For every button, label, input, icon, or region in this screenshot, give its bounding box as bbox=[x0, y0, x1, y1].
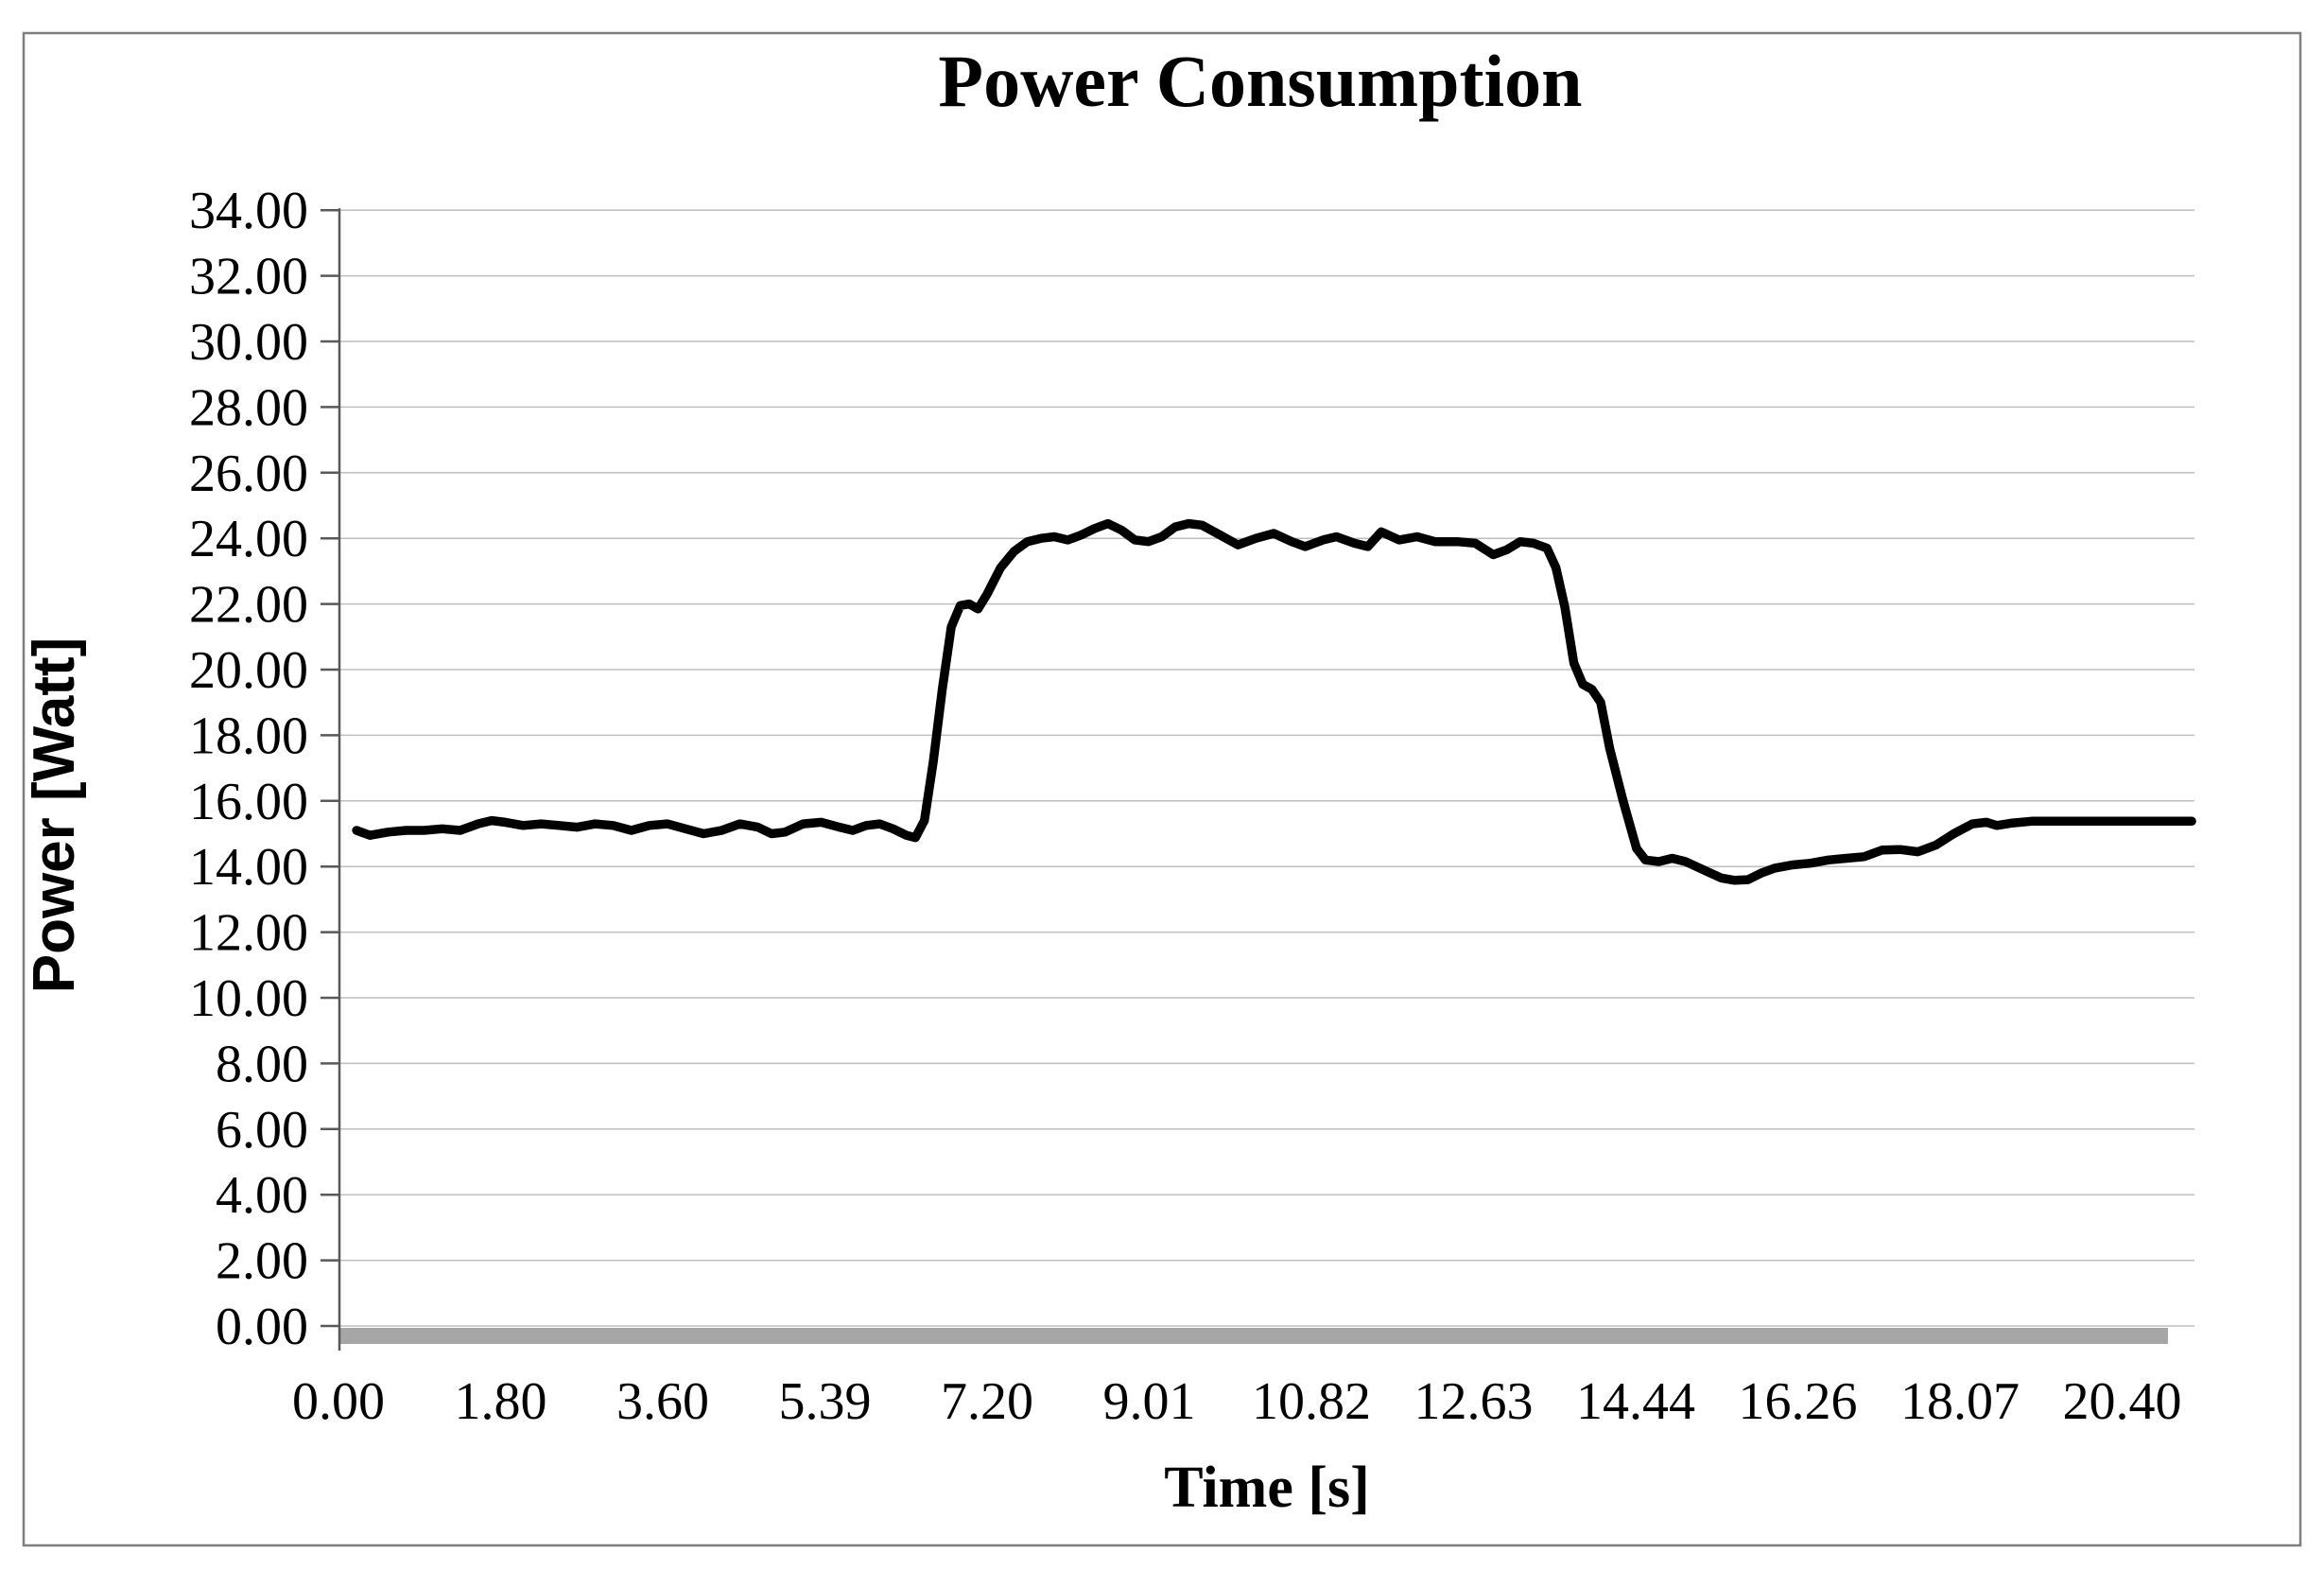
y-axis-tick-label: 24.00 bbox=[189, 510, 308, 568]
x-axis-tick-label: 3.60 bbox=[616, 1372, 709, 1431]
y-axis-tick-label: 0.00 bbox=[216, 1298, 308, 1356]
y-axis-tick-labels: 0.00 2.00 4.00 6.00 8.00 10.00 12.00 14.00 16.00… bbox=[189, 182, 308, 1356]
y-axis-ticks bbox=[321, 208, 338, 1328]
y-axis-tick-label: 8.00 bbox=[216, 1035, 308, 1093]
chart-title: Power Consumption bbox=[938, 40, 1582, 122]
x-axis-title: Time [s] bbox=[1164, 1456, 1370, 1520]
x-axis-tick-label: 0.00 bbox=[292, 1372, 385, 1431]
x-axis-tick-label: 9.01 bbox=[1103, 1372, 1196, 1431]
y-axis-tick-label: 14.00 bbox=[189, 838, 308, 897]
y-axis-tick-label: 16.00 bbox=[189, 773, 308, 831]
y-axis-tick-label: 2.00 bbox=[216, 1232, 308, 1291]
y-axis-tick-label: 32.00 bbox=[189, 248, 308, 306]
x-axis-tick-label: 18.07 bbox=[1900, 1372, 2020, 1431]
x-axis-tick-labels: 0.00 1.80 3.60 5.39 7.20 9.01 10.82 12.63 14.44 1… bbox=[292, 1372, 2182, 1431]
x-axis-tick-label: 20.40 bbox=[2063, 1372, 2182, 1431]
x-axis-baseline-bar bbox=[340, 1328, 2168, 1344]
gridlines bbox=[340, 209, 2194, 1327]
y-axis-tick-label: 18.00 bbox=[189, 706, 308, 765]
x-axis-tick-label: 1.80 bbox=[455, 1372, 547, 1431]
y-axis-tick-label: 4.00 bbox=[216, 1166, 308, 1225]
y-axis-tick-label: 34.00 bbox=[189, 182, 308, 240]
y-axis-tick-label: 22.00 bbox=[189, 576, 308, 635]
x-axis-tick-label: 14.44 bbox=[1576, 1372, 1695, 1431]
x-axis-tick-label: 10.82 bbox=[1252, 1372, 1371, 1431]
y-axis-tick-label: 6.00 bbox=[216, 1101, 308, 1160]
y-axis-tick-label: 26.00 bbox=[189, 445, 308, 503]
x-axis-tick-label: 5.39 bbox=[779, 1372, 872, 1431]
y-axis-tick-label: 28.00 bbox=[189, 378, 308, 437]
y-axis-tick-label: 30.00 bbox=[189, 313, 308, 372]
x-axis-tick-label: 16.26 bbox=[1739, 1372, 1858, 1431]
y-axis-tick-label: 10.00 bbox=[189, 969, 308, 1028]
y-axis-title: Power [Watt] bbox=[22, 637, 87, 994]
figure-border bbox=[22, 31, 2302, 1547]
x-axis-tick-label: 7.20 bbox=[941, 1372, 1033, 1431]
y-axis-tick-label: 20.00 bbox=[189, 641, 308, 700]
x-axis-tick-label: 12.63 bbox=[1414, 1372, 1534, 1431]
y-axis-tick-label: 12.00 bbox=[189, 904, 308, 963]
power-series-line bbox=[352, 518, 2196, 885]
